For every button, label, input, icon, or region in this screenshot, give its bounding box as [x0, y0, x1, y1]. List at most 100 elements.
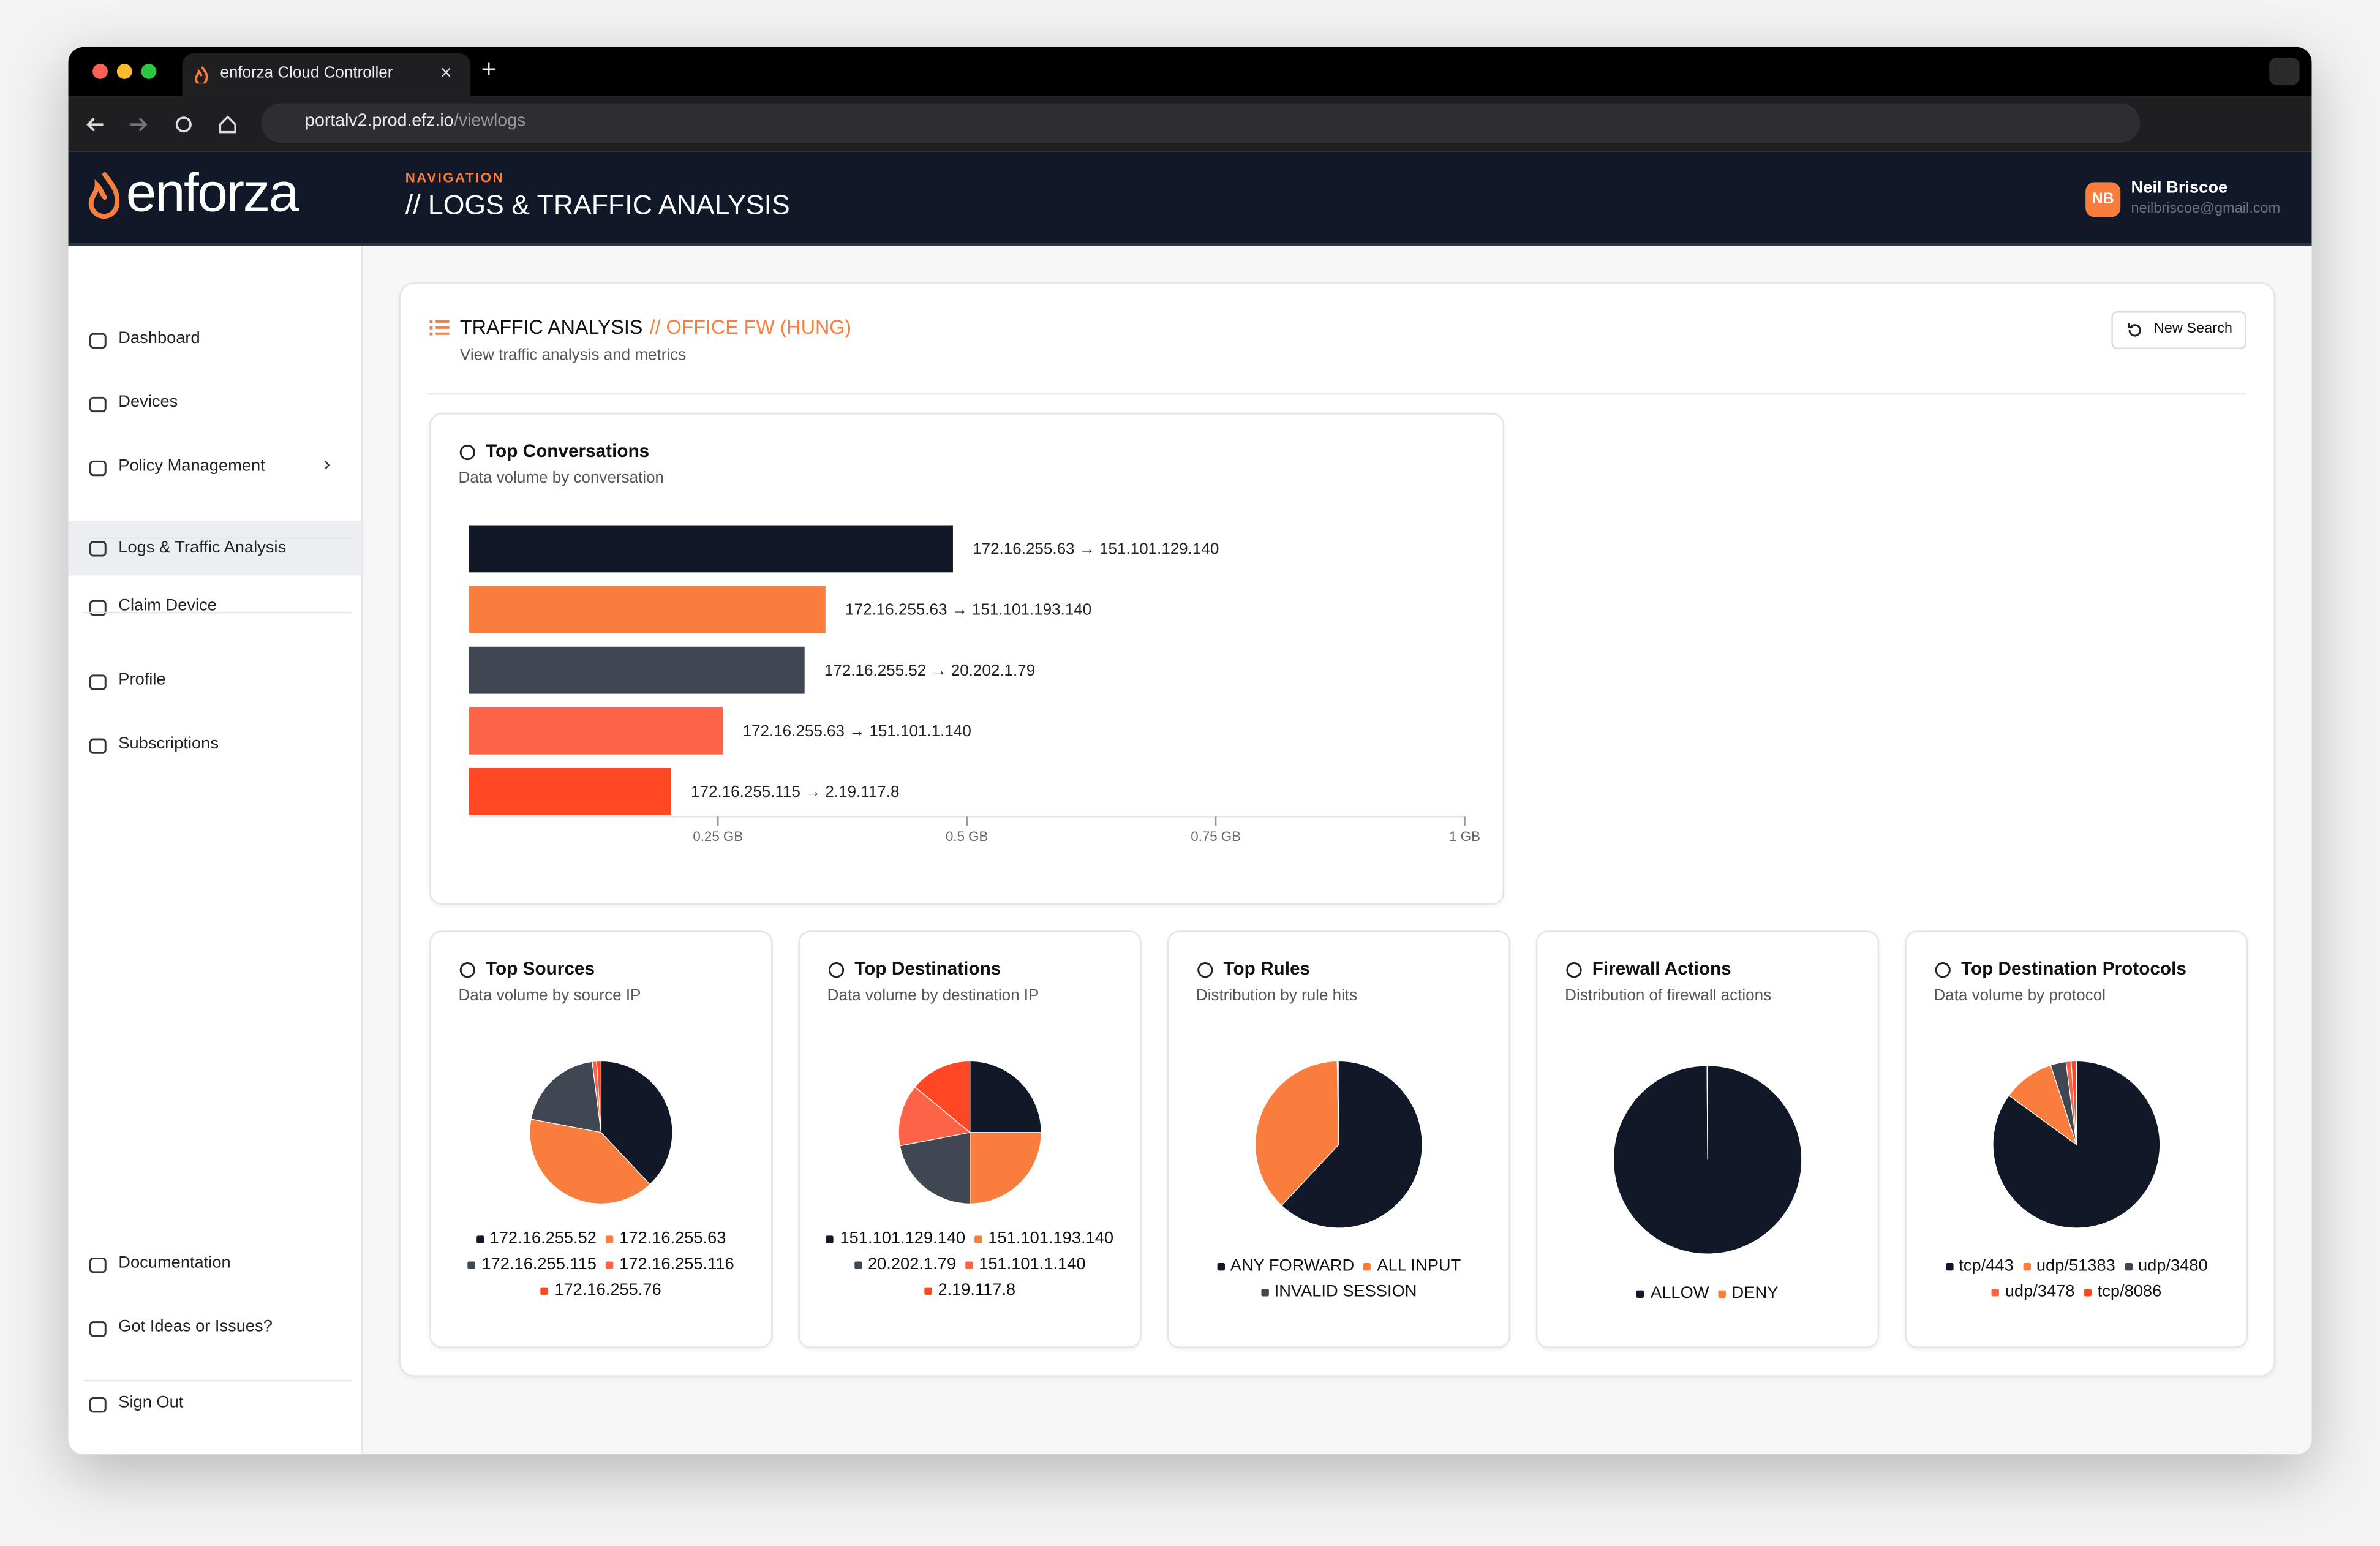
legend-swatch — [1636, 1289, 1645, 1297]
divider — [427, 393, 2246, 395]
separator — [83, 537, 352, 539]
nav-icon — [89, 1397, 107, 1413]
pie-slice — [1254, 1060, 1339, 1206]
x-tick-label: 0.25 GB — [693, 829, 743, 844]
legend-label: ANY FORWARD — [1230, 1257, 1355, 1275]
separator — [83, 1379, 352, 1382]
chart-card: Top Rules Distribution by rule hits ANY FO… — [1167, 930, 1510, 1348]
legend-label: INVALID SESSION — [1274, 1283, 1417, 1301]
nav-item[interactable]: Policy Management › — [69, 437, 361, 498]
legend-swatch — [2124, 1262, 2133, 1270]
legend-item: ALLOW — [1636, 1284, 1709, 1303]
tab[interactable]: enforza Cloud Controller × — [182, 53, 471, 96]
pie-slice — [1706, 1065, 1708, 1160]
chart-card: Top Sources Data volume by source IP 172.1… — [429, 930, 773, 1348]
tab-close[interactable]: × — [440, 61, 452, 84]
legend-label: ALLOW — [1651, 1284, 1709, 1303]
legend-swatch — [854, 1261, 862, 1269]
tab-bar: enforza Cloud Controller × + — [68, 47, 2312, 96]
nav-label: Logs & Traffic Analysis — [118, 538, 287, 557]
chart-title: Top Destinations — [854, 957, 1001, 979]
nav-label: Devices — [118, 393, 178, 412]
url-host: portalv2.prod.efz.io — [305, 112, 454, 131]
pie-slice — [600, 1060, 673, 1185]
page-title: // LOGS & TRAFFIC ANALYSIS — [405, 189, 790, 221]
legend-swatch — [541, 1286, 549, 1294]
legend-label: 172.16.255.52 — [489, 1229, 597, 1248]
x-tick-label: 0.75 GB — [1191, 829, 1241, 844]
chart-subtitle: Distribution by rule hits — [1196, 986, 1358, 1005]
legend-label: 151.101.193.140 — [988, 1229, 1114, 1248]
legend-label: udp/51383 — [2036, 1257, 2115, 1275]
legend: ANY FORWARD ALL INPUT INVALID SESSION — [1187, 1257, 1491, 1301]
pie-slice — [2008, 1065, 2077, 1146]
nav-icon — [89, 674, 107, 690]
legend-swatch — [1363, 1262, 1371, 1270]
chart-subtitle: Data volume by conversation — [458, 469, 665, 488]
nav-item[interactable]: Subscriptions — [69, 715, 361, 775]
nav-item[interactable]: Documentation — [69, 1234, 361, 1295]
bar — [469, 768, 671, 815]
nav-item[interactable]: Dashboard — [69, 310, 361, 371]
legend-label: ALL INPUT — [1377, 1257, 1461, 1275]
legend-label: 172.16.255.116 — [619, 1255, 734, 1274]
pie-slice — [914, 1060, 971, 1134]
nav-label: Got Ideas or Issues? — [118, 1318, 273, 1336]
legend-label: 172.16.255.76 — [554, 1281, 661, 1300]
nav-label: Dashboard — [118, 329, 200, 348]
legend-item: DENY — [1718, 1284, 1778, 1302]
toolbar: portalv2.prod.efz.io /viewlogs — [68, 96, 2312, 152]
nav-buttons[interactable] — [83, 111, 250, 138]
nav-icon — [89, 333, 107, 349]
legend-item: 151.101.193.140 — [974, 1229, 1113, 1248]
legend-label: tcp/8086 — [2097, 1283, 2162, 1301]
pie-slice — [530, 1061, 602, 1133]
legend-item: 2.19.117.8 — [924, 1281, 1015, 1299]
legend-swatch — [924, 1286, 932, 1294]
legend-item: udp/3478 — [1991, 1283, 2074, 1301]
new-tab[interactable]: + — [481, 55, 497, 84]
legend-swatch — [974, 1235, 982, 1243]
icon-shape — [1197, 962, 1213, 978]
nav-item[interactable]: Logs & Traffic Analysis — [68, 521, 361, 576]
legend-label: 172.16.255.115 — [481, 1255, 597, 1274]
bar-label: 172.16.255.115 → 2.19.117.8 — [691, 782, 899, 801]
legend: 172.16.255.52 172.16.255.63 172.16.255.115… — [450, 1229, 753, 1299]
nav-item[interactable]: Sign Out — [69, 1374, 361, 1435]
refresh-icon — [2128, 323, 2141, 337]
legend-item: 172.16.255.63 — [605, 1229, 726, 1248]
nav-icon — [89, 396, 107, 413]
pie-slice — [1336, 1060, 1339, 1145]
bar — [469, 646, 805, 694]
avatar[interactable]: NB — [2085, 182, 2121, 217]
window-controls — [92, 64, 157, 79]
pie-slice — [1281, 1060, 1423, 1229]
nav-item[interactable]: Devices — [69, 374, 361, 434]
nav-item[interactable]: Claim Device — [69, 577, 361, 638]
legend-item: udp/3480 — [2124, 1257, 2208, 1275]
pie-slice — [898, 1086, 971, 1147]
panel-title-highlight: // OFFICE FW (HUNG) — [649, 315, 852, 339]
legend-swatch — [1945, 1262, 1953, 1270]
legend-label: udp/3480 — [2137, 1257, 2208, 1275]
address-bar[interactable]: portalv2.prod.efz.io /viewlogs — [261, 103, 2141, 143]
new-search-button[interactable]: New Search — [2111, 311, 2246, 350]
legend-swatch — [2084, 1288, 2092, 1296]
x-tick-label: 0.5 GB — [946, 829, 988, 844]
nav-icon — [89, 600, 107, 616]
nav-item[interactable]: Profile — [69, 651, 361, 712]
chart-subtitle: Data volume by protocol — [1934, 986, 2106, 1005]
legend-label: tcp/443 — [1959, 1257, 2014, 1275]
nav-label: Subscriptions — [118, 734, 219, 753]
tab-icon — [194, 66, 208, 84]
separator — [83, 611, 352, 614]
nav-label: Policy Management — [118, 456, 265, 475]
pie-slice — [596, 1060, 602, 1133]
chart-card: Firewall Actions Distribution of firewall… — [1536, 930, 1880, 1348]
tab-menu[interactable] — [2269, 58, 2300, 85]
nav-icon — [89, 460, 107, 477]
legend-item: udp/51383 — [2022, 1257, 2115, 1275]
chart-card: Top Destinations Data volume by destinati… — [798, 930, 1142, 1348]
bar-label: 172.16.255.63 → 151.101.129.140 — [973, 540, 1219, 558]
nav-item[interactable]: Got Ideas or Issues? — [69, 1298, 361, 1359]
